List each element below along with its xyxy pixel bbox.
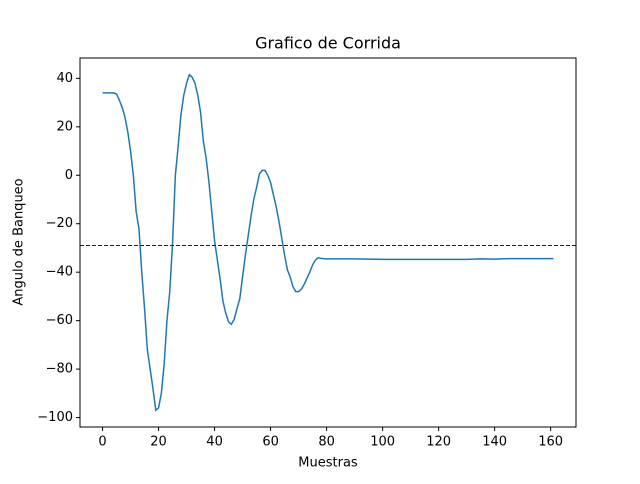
x-tick-label: 80 xyxy=(318,435,335,450)
y-tick-label: −80 xyxy=(46,362,73,377)
x-tick-label: 120 xyxy=(426,435,451,450)
y-axis-label: Angulo de Banqueo xyxy=(12,178,27,305)
chart-title: Grafico de Corrida xyxy=(255,34,401,53)
x-tick-label: 40 xyxy=(206,435,223,450)
y-tick-label: 0 xyxy=(65,168,73,183)
x-tick-label: 60 xyxy=(262,435,279,450)
x-tick-label: 100 xyxy=(370,435,395,450)
y-tick-label: −20 xyxy=(46,216,73,231)
y-tick-label: 40 xyxy=(56,71,73,86)
x-axis-label: Muestras xyxy=(298,456,358,471)
y-tick-label: 20 xyxy=(56,119,73,134)
y-tick-label: −100 xyxy=(37,410,73,425)
y-tick-label: −40 xyxy=(46,265,73,280)
x-tick-label: 160 xyxy=(538,435,563,450)
data-line xyxy=(102,73,554,412)
x-tick-label: 140 xyxy=(482,435,507,450)
y-tick-label: −60 xyxy=(46,313,73,328)
plot-frame xyxy=(79,57,577,428)
x-tick-label: 20 xyxy=(150,435,167,450)
x-tick-label: 0 xyxy=(98,435,106,450)
